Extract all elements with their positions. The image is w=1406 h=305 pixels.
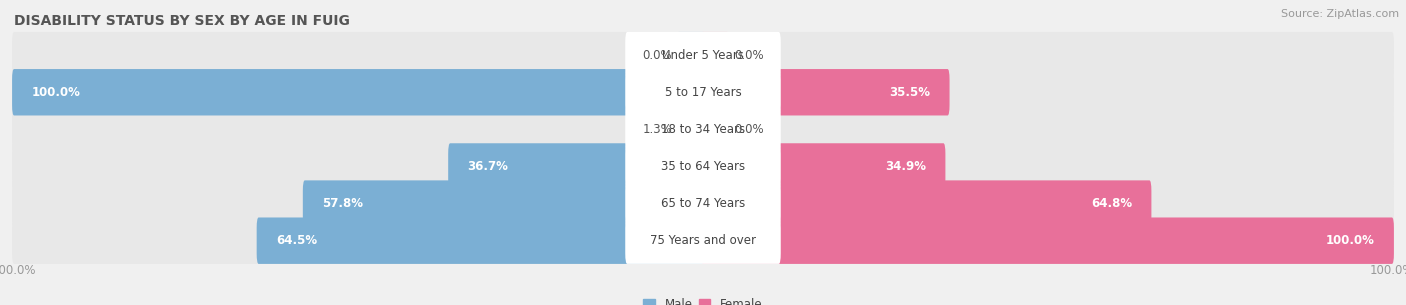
FancyBboxPatch shape (692, 106, 704, 152)
FancyBboxPatch shape (626, 143, 780, 190)
Text: 57.8%: 57.8% (322, 197, 363, 210)
Text: 18 to 34 Years: 18 to 34 Years (661, 123, 745, 136)
FancyBboxPatch shape (702, 106, 730, 152)
Text: 35 to 64 Years: 35 to 64 Years (661, 160, 745, 173)
Text: Source: ZipAtlas.com: Source: ZipAtlas.com (1281, 9, 1399, 19)
FancyBboxPatch shape (257, 217, 704, 264)
FancyBboxPatch shape (13, 106, 1393, 152)
FancyBboxPatch shape (702, 180, 1152, 227)
FancyBboxPatch shape (13, 32, 1393, 78)
FancyBboxPatch shape (13, 69, 704, 116)
FancyBboxPatch shape (702, 143, 945, 190)
Text: 5 to 17 Years: 5 to 17 Years (665, 86, 741, 99)
FancyBboxPatch shape (13, 217, 1393, 264)
Text: 34.9%: 34.9% (886, 160, 927, 173)
Text: 0.0%: 0.0% (643, 49, 672, 62)
Text: DISABILITY STATUS BY SEX BY AGE IN FUIG: DISABILITY STATUS BY SEX BY AGE IN FUIG (14, 15, 350, 28)
Legend: Male, Female: Male, Female (638, 293, 768, 305)
FancyBboxPatch shape (13, 69, 1393, 116)
FancyBboxPatch shape (626, 32, 780, 78)
FancyBboxPatch shape (676, 32, 704, 78)
Text: 64.5%: 64.5% (276, 234, 316, 247)
FancyBboxPatch shape (702, 69, 949, 116)
Text: Under 5 Years: Under 5 Years (662, 49, 744, 62)
FancyBboxPatch shape (13, 180, 1393, 227)
Text: 64.8%: 64.8% (1091, 197, 1132, 210)
Text: 0.0%: 0.0% (734, 123, 763, 136)
FancyBboxPatch shape (449, 143, 704, 190)
Text: 65 to 74 Years: 65 to 74 Years (661, 197, 745, 210)
Text: 1.3%: 1.3% (643, 123, 672, 136)
FancyBboxPatch shape (626, 106, 780, 152)
FancyBboxPatch shape (626, 180, 780, 227)
FancyBboxPatch shape (626, 217, 780, 264)
FancyBboxPatch shape (302, 180, 704, 227)
Text: 0.0%: 0.0% (734, 49, 763, 62)
Text: 100.0%: 100.0% (31, 86, 80, 99)
FancyBboxPatch shape (702, 32, 730, 78)
FancyBboxPatch shape (13, 143, 1393, 190)
FancyBboxPatch shape (626, 69, 780, 116)
Text: 75 Years and over: 75 Years and over (650, 234, 756, 247)
Text: 100.0%: 100.0% (1326, 234, 1375, 247)
Text: 36.7%: 36.7% (467, 160, 508, 173)
FancyBboxPatch shape (702, 217, 1393, 264)
Text: 35.5%: 35.5% (890, 86, 931, 99)
